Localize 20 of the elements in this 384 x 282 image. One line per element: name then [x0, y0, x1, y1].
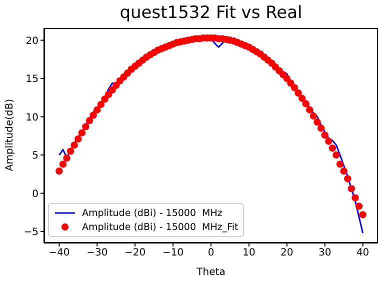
- x-tick-label: −40: [48, 248, 70, 259]
- y-tick-label: 10: [26, 112, 38, 124]
- legend-label: Amplitude (dBi) - 15000 MHz_Fit: [82, 222, 238, 232]
- y-axis-title: Amplitude(dB): [4, 98, 16, 172]
- x-axis-title: Theta: [196, 267, 226, 278]
- legend-label: Amplitude (dBi) - 15000 MHz: [82, 208, 222, 218]
- x-tick-label: −10: [162, 248, 184, 259]
- x-tick-label: 20: [280, 248, 294, 259]
- x-tick-label: 0: [208, 248, 214, 259]
- y-tick-label: 0: [32, 188, 38, 200]
- x-tick-label: 40: [356, 248, 370, 259]
- y-tick-label: 15: [26, 74, 38, 86]
- x-tick-label: 10: [242, 248, 256, 259]
- y-tick-label: 20: [26, 36, 38, 47]
- x-tick-label: −30: [86, 248, 108, 259]
- chart-title: quest1532 Fit vs Real: [118, 3, 304, 23]
- x-tick-label: −20: [124, 248, 146, 259]
- y-tick-label: −5: [24, 227, 38, 238]
- y-tick-label: 5: [32, 150, 38, 162]
- x-tick-label: 30: [318, 248, 332, 259]
